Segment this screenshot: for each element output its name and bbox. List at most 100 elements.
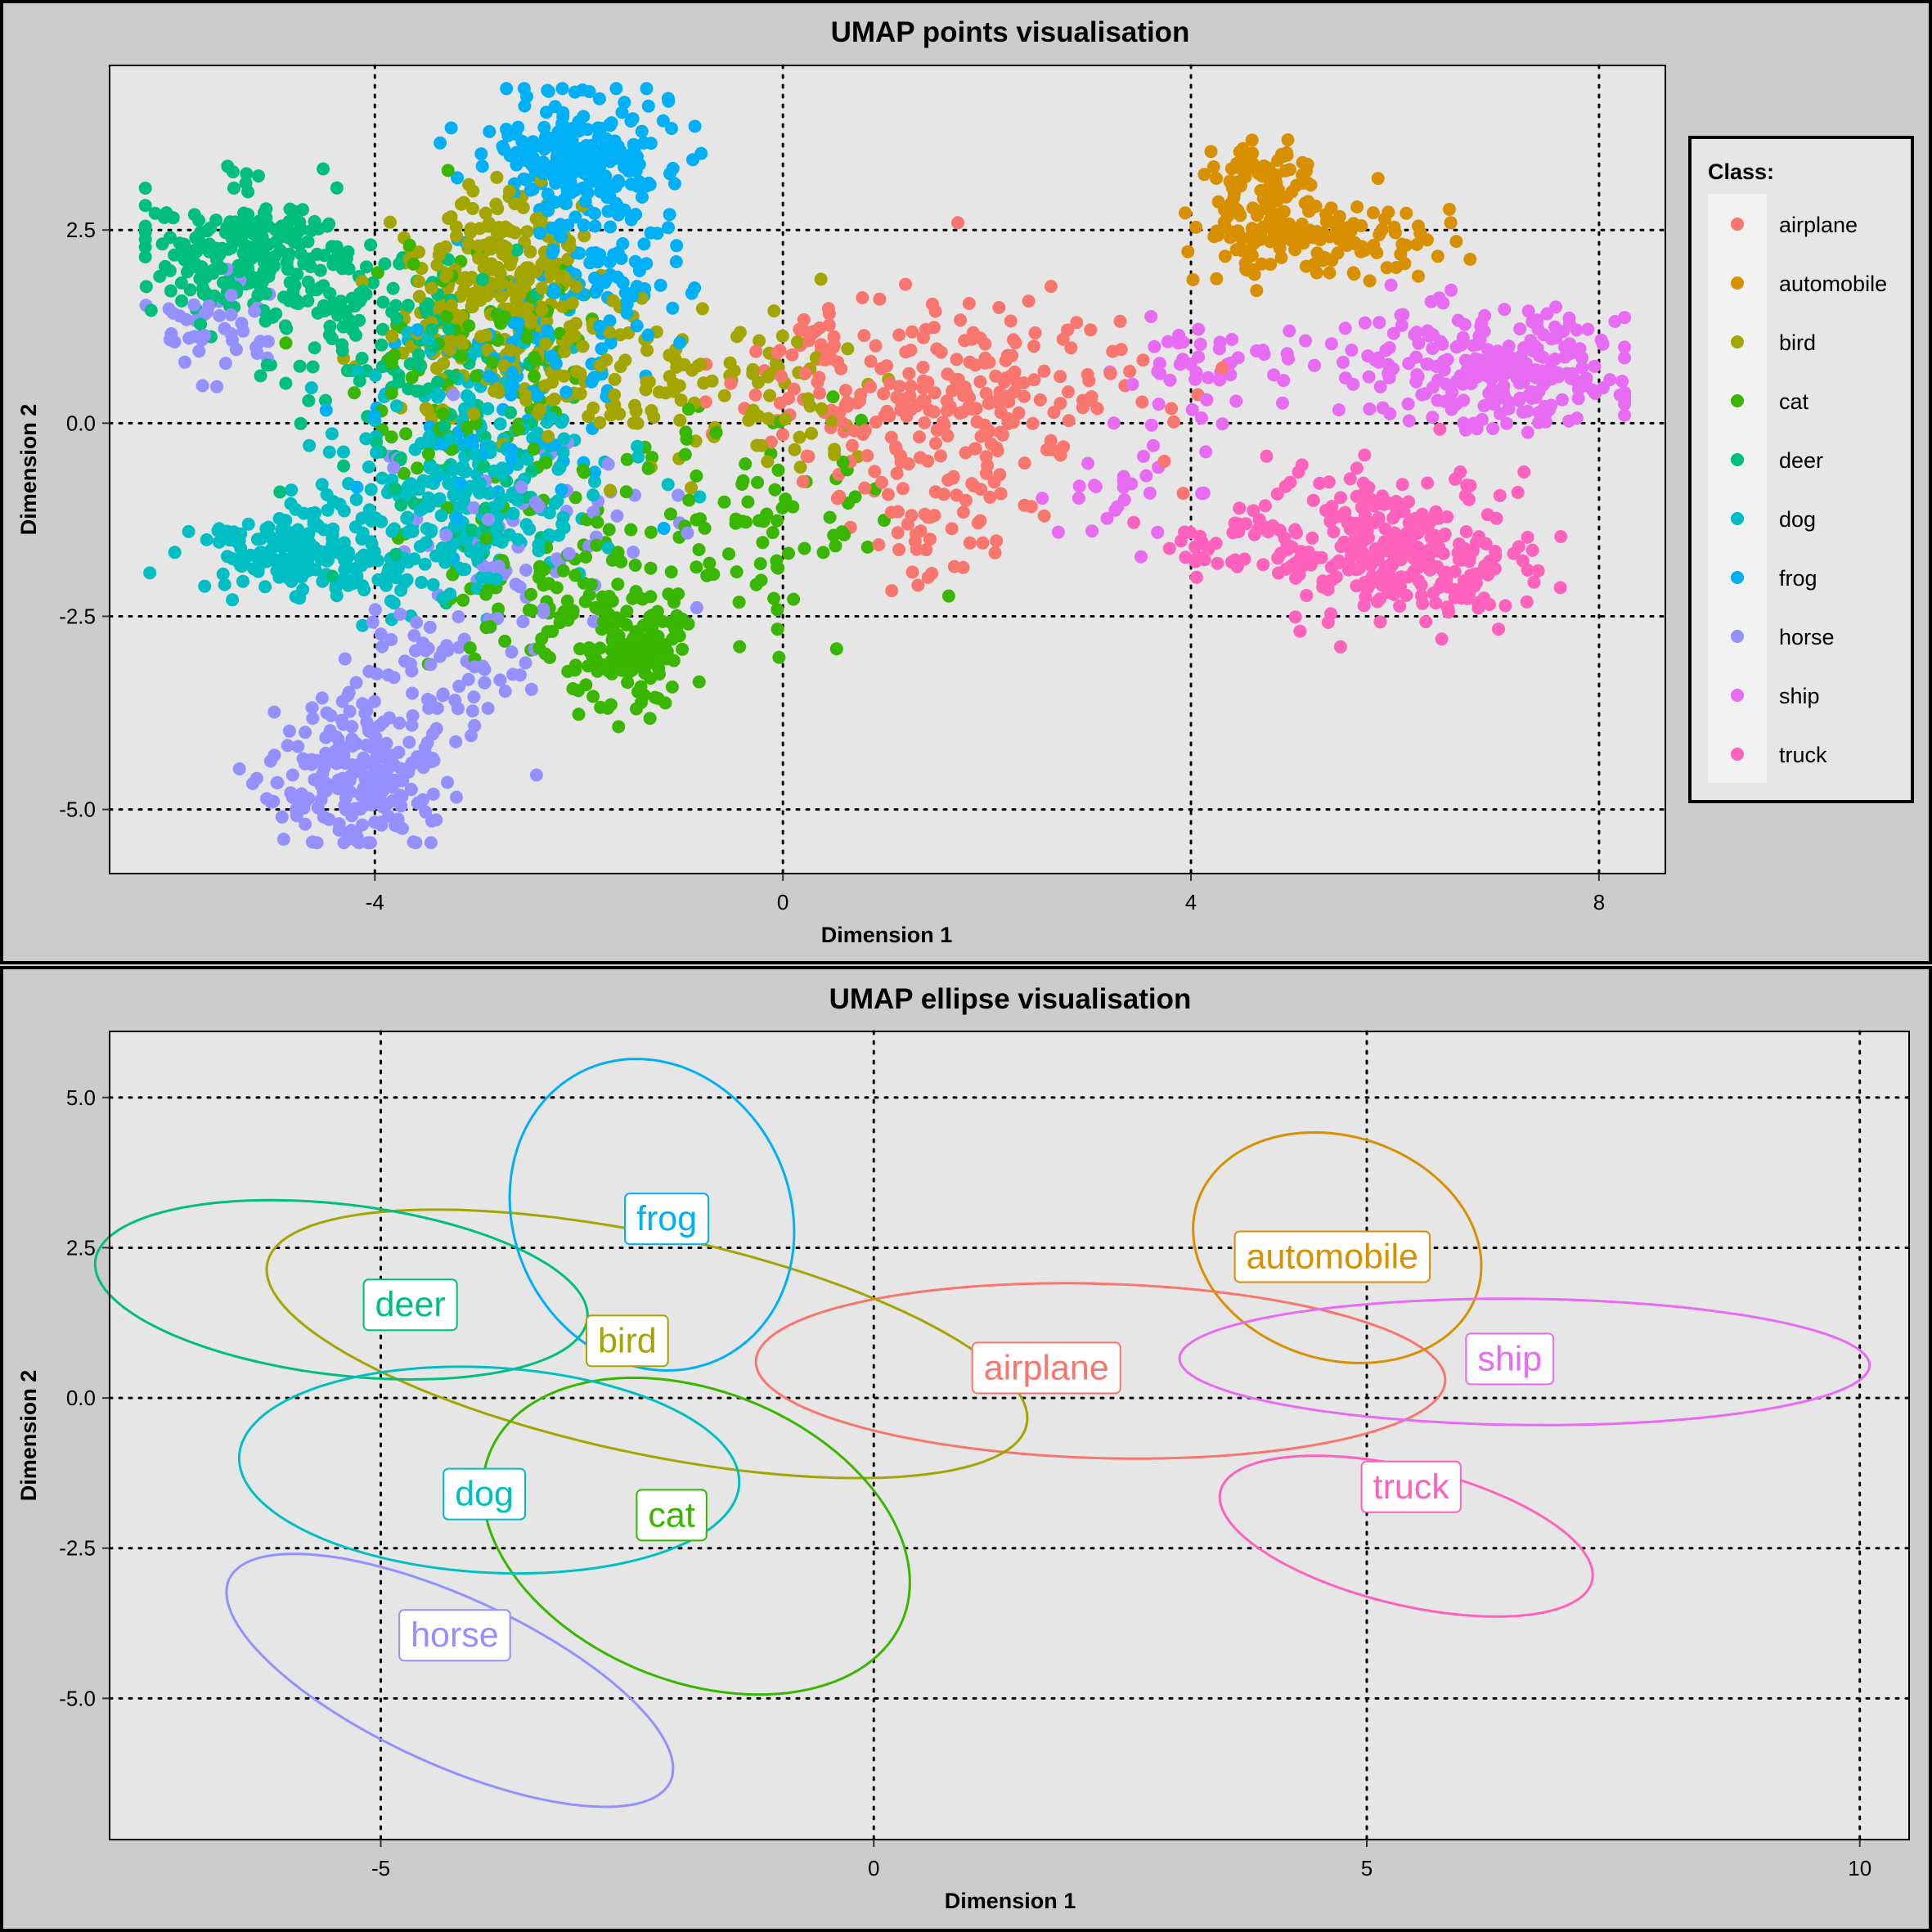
point-horse xyxy=(374,627,388,641)
point-ship xyxy=(1473,353,1487,367)
point-frog xyxy=(483,369,496,383)
point-airplane xyxy=(956,505,970,519)
point-horse xyxy=(267,705,281,719)
point-horse xyxy=(519,564,532,577)
point-frog xyxy=(610,270,624,284)
point-ship xyxy=(1415,388,1429,402)
point-horse xyxy=(275,810,289,824)
point-cat xyxy=(511,422,525,436)
point-airplane xyxy=(902,366,916,380)
point-dog xyxy=(263,544,277,558)
point-ship xyxy=(1276,396,1289,410)
point-frog xyxy=(555,82,569,96)
point-ship xyxy=(1199,445,1213,459)
point-horse xyxy=(378,745,392,759)
point-cat xyxy=(621,676,635,690)
point-deer xyxy=(332,300,346,314)
point-horse xyxy=(236,324,250,338)
point-cat xyxy=(411,461,425,475)
point-bird xyxy=(533,402,547,416)
point-bird xyxy=(443,333,456,347)
point-ship xyxy=(1185,402,1199,416)
point-horse xyxy=(467,501,481,514)
point-frog xyxy=(670,239,684,253)
point-dog xyxy=(362,460,375,474)
point-bird xyxy=(479,206,492,220)
point-dog xyxy=(227,525,240,539)
point-horse xyxy=(366,757,380,770)
point-dog xyxy=(531,426,545,440)
point-deer xyxy=(181,265,194,279)
point-airplane xyxy=(947,559,961,573)
point-deer xyxy=(261,238,275,252)
point-frog xyxy=(662,94,676,108)
point-frog xyxy=(615,106,629,119)
point-frog xyxy=(517,82,531,96)
x-tick-label: 0 xyxy=(777,890,789,914)
point-bird xyxy=(667,384,681,398)
point-truck xyxy=(1321,615,1335,629)
x-tick-label: -4 xyxy=(366,890,384,914)
point-ship xyxy=(1151,525,1165,539)
point-cat xyxy=(665,680,679,694)
point-frog xyxy=(568,183,582,197)
point-horse xyxy=(229,343,243,357)
point-truck xyxy=(1273,523,1287,537)
point-truck xyxy=(1272,566,1285,580)
point-dog xyxy=(362,503,376,517)
point-horse xyxy=(402,735,416,749)
point-frog xyxy=(618,96,631,110)
point-ship xyxy=(1424,294,1438,308)
point-cat xyxy=(700,568,714,582)
point-bird xyxy=(805,426,818,440)
point-frog xyxy=(591,156,605,170)
point-horse xyxy=(198,329,212,343)
point-truck xyxy=(1448,591,1462,604)
legend-key-deer xyxy=(1731,453,1744,466)
point-frog xyxy=(604,336,618,350)
point-bird xyxy=(544,267,558,281)
point-dog xyxy=(418,557,432,571)
point-dog xyxy=(544,411,558,425)
point-horse xyxy=(192,344,206,358)
ellipse-label-horse: horse xyxy=(398,1609,511,1662)
point-deer xyxy=(465,523,479,537)
point-cat xyxy=(730,565,744,579)
point-frog xyxy=(593,319,607,333)
point-deer xyxy=(356,285,370,298)
point-horse xyxy=(282,724,296,738)
point-ship xyxy=(1200,393,1214,407)
point-truck xyxy=(1162,541,1176,555)
point-bird xyxy=(695,302,709,316)
point-deer xyxy=(321,219,334,233)
point-cat xyxy=(739,457,753,471)
point-bird xyxy=(503,344,517,357)
legend-key-airplane xyxy=(1731,218,1744,231)
point-dog xyxy=(285,574,299,588)
point-cat xyxy=(626,658,640,671)
point-cat xyxy=(585,577,598,591)
point-truck xyxy=(1448,564,1462,578)
point-automobile xyxy=(1319,215,1333,229)
point-dog xyxy=(359,432,373,446)
point-frog xyxy=(604,220,618,234)
point-deer xyxy=(353,374,366,388)
point-cat xyxy=(678,447,692,461)
point-cat xyxy=(535,632,549,645)
point-bird xyxy=(763,389,776,402)
point-truck xyxy=(1373,615,1387,629)
point-cat xyxy=(348,386,362,400)
point-dog xyxy=(326,528,339,541)
point-bird xyxy=(469,286,483,300)
point-airplane xyxy=(796,474,810,488)
point-airplane xyxy=(1033,393,1047,407)
point-airplane xyxy=(872,538,886,551)
point-bird xyxy=(500,240,514,254)
point-ship xyxy=(1426,411,1440,425)
point-dog xyxy=(442,477,456,491)
point-horse xyxy=(493,673,507,687)
point-dog xyxy=(553,461,567,474)
point-bird xyxy=(801,392,815,406)
point-horse xyxy=(318,776,332,790)
point-frog xyxy=(588,272,601,285)
